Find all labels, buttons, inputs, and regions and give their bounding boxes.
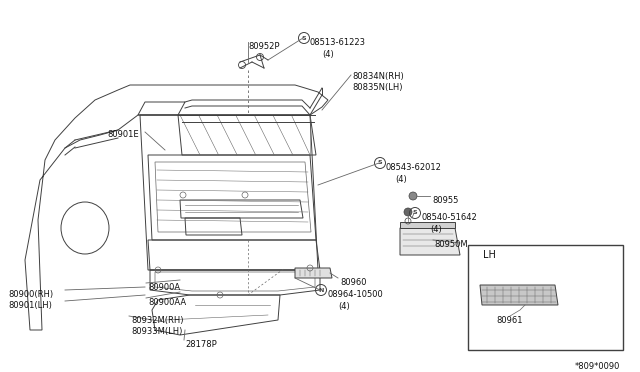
Text: 80834N(RH): 80834N(RH) — [352, 72, 404, 81]
Text: (4): (4) — [322, 50, 333, 59]
Text: 80933M(LH): 80933M(LH) — [131, 327, 182, 336]
Text: S: S — [301, 35, 307, 41]
Text: 80932M(RH): 80932M(RH) — [131, 316, 184, 325]
Text: 08513-61223: 08513-61223 — [310, 38, 366, 47]
Text: (4): (4) — [430, 225, 442, 234]
Circle shape — [409, 192, 417, 200]
Text: (4): (4) — [338, 302, 349, 311]
Text: 08543-62012: 08543-62012 — [386, 163, 442, 172]
Text: 80960: 80960 — [340, 278, 367, 287]
Text: 28178P: 28178P — [185, 340, 217, 349]
Text: S: S — [413, 211, 417, 215]
Text: 08964-10500: 08964-10500 — [328, 290, 384, 299]
Text: 80950M: 80950M — [434, 240, 468, 249]
Polygon shape — [295, 268, 332, 278]
Text: 80961: 80961 — [497, 316, 524, 325]
Text: 80952P: 80952P — [248, 42, 280, 51]
Text: 80900(RH): 80900(RH) — [8, 290, 53, 299]
Text: S: S — [378, 160, 382, 166]
Circle shape — [404, 208, 412, 216]
Polygon shape — [400, 222, 455, 228]
Text: 80835N(LH): 80835N(LH) — [352, 83, 403, 92]
Text: 08540-51642: 08540-51642 — [421, 213, 477, 222]
Text: 80955: 80955 — [432, 196, 458, 205]
Text: 80901(LH): 80901(LH) — [8, 301, 52, 310]
Polygon shape — [480, 285, 558, 305]
Text: LH: LH — [483, 250, 496, 260]
Text: (4): (4) — [395, 175, 407, 184]
Bar — [468, 245, 623, 350]
Text: 80901E: 80901E — [107, 130, 139, 139]
Polygon shape — [400, 228, 460, 255]
Text: N: N — [318, 288, 324, 292]
Text: 80900AA: 80900AA — [148, 298, 186, 307]
Text: *809*0090: *809*0090 — [575, 362, 620, 371]
Text: 80900A: 80900A — [148, 283, 180, 292]
